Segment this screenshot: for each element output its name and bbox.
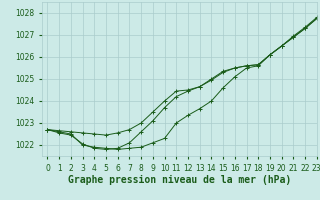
X-axis label: Graphe pression niveau de la mer (hPa): Graphe pression niveau de la mer (hPa) <box>68 175 291 185</box>
